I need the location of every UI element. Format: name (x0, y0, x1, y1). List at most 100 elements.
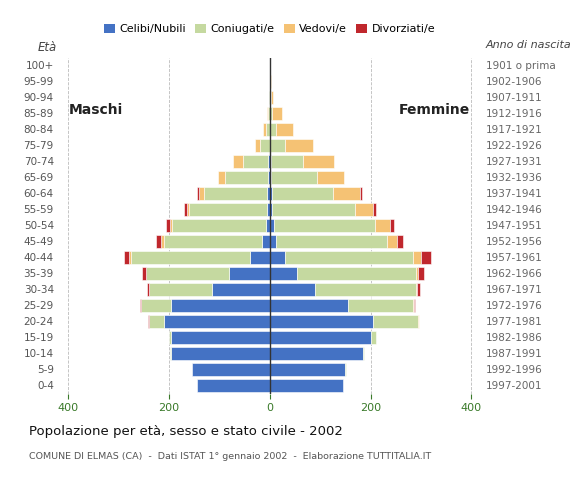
Bar (270, 363, 345, 376)
Bar (373, 315, 418, 328)
Bar (317, 171, 345, 184)
Bar (298, 267, 416, 280)
Bar (172, 219, 266, 232)
Bar (267, 203, 270, 216)
Bar (260, 139, 270, 153)
Bar (268, 171, 270, 184)
Bar (189, 203, 267, 216)
Bar (212, 283, 270, 296)
Bar (270, 107, 272, 120)
Text: Popolazione per età, sesso e stato civile - 2002: Popolazione per età, sesso e stato civil… (29, 425, 343, 438)
Bar (285, 251, 414, 264)
Bar (418, 283, 420, 296)
Bar (390, 219, 394, 232)
Bar (271, 171, 317, 184)
Bar (129, 251, 131, 264)
Bar (161, 235, 164, 249)
Bar (255, 139, 260, 153)
Bar (148, 283, 212, 296)
Bar (197, 187, 199, 201)
Bar (266, 123, 270, 136)
Bar (164, 235, 262, 249)
Bar (140, 299, 141, 312)
Bar (270, 299, 348, 312)
Bar (333, 187, 360, 201)
Bar (164, 315, 270, 328)
Bar (363, 347, 364, 360)
Bar (187, 203, 189, 216)
Text: Anno di nascita: Anno di nascita (485, 40, 571, 50)
Bar (172, 331, 270, 345)
Bar (387, 235, 397, 249)
Bar (274, 219, 375, 232)
Bar (249, 251, 270, 264)
Bar (373, 203, 376, 216)
Bar (356, 203, 373, 216)
Bar (270, 219, 274, 232)
Bar (270, 283, 315, 296)
Bar (148, 315, 164, 328)
Bar (233, 155, 243, 168)
Bar (270, 331, 371, 345)
Bar (315, 283, 416, 296)
Bar (229, 267, 270, 280)
Text: Femmine: Femmine (399, 103, 470, 117)
Bar (272, 107, 282, 120)
Bar (171, 347, 172, 360)
Bar (271, 155, 303, 168)
Bar (416, 283, 418, 296)
Bar (416, 267, 418, 280)
Bar (131, 251, 249, 264)
Bar (172, 347, 270, 360)
Bar (124, 251, 129, 264)
Bar (375, 219, 390, 232)
Bar (272, 187, 333, 201)
Text: Maschi: Maschi (69, 103, 123, 117)
Bar (270, 187, 272, 201)
Text: Età: Età (38, 41, 57, 54)
Bar (270, 235, 275, 249)
Bar (276, 123, 293, 136)
Bar (285, 139, 313, 153)
Bar (166, 219, 170, 232)
Bar (272, 203, 356, 216)
Bar (184, 203, 187, 216)
Bar (266, 219, 270, 232)
Text: COMUNE DI ELMAS (CA)  -  Dati ISTAT 1° gennaio 2002  -  Elaborazione TUTTITALIA.: COMUNE DI ELMAS (CA) - Dati ISTAT 1° gen… (29, 452, 432, 461)
Bar (226, 171, 268, 184)
Bar (270, 139, 285, 153)
Bar (270, 91, 271, 105)
Bar (418, 267, 425, 280)
Bar (262, 235, 270, 249)
Bar (169, 331, 172, 345)
Bar (397, 235, 403, 249)
Bar (360, 187, 362, 201)
Bar (270, 267, 298, 280)
Bar (172, 299, 270, 312)
Bar (267, 107, 268, 120)
Bar (199, 187, 204, 201)
Bar (414, 251, 421, 264)
Bar (267, 187, 270, 201)
Bar (204, 187, 267, 201)
Bar (141, 299, 172, 312)
Bar (142, 267, 146, 280)
Legend: Celibi/Nubili, Coniugati/e, Vedovi/e, Divorziati/e: Celibi/Nubili, Coniugati/e, Vedovi/e, Di… (100, 20, 440, 39)
Bar (170, 219, 172, 232)
Bar (270, 75, 271, 88)
Bar (268, 107, 270, 120)
Bar (270, 203, 272, 216)
Bar (270, 123, 275, 136)
Bar (218, 171, 226, 184)
Bar (371, 331, 376, 345)
Bar (197, 379, 270, 393)
Bar (270, 155, 271, 168)
Bar (270, 379, 343, 393)
Bar (146, 267, 229, 280)
Bar (147, 283, 148, 296)
Bar (268, 155, 270, 168)
Bar (270, 251, 285, 264)
Bar (421, 251, 431, 264)
Bar (271, 91, 273, 105)
Bar (414, 299, 415, 312)
